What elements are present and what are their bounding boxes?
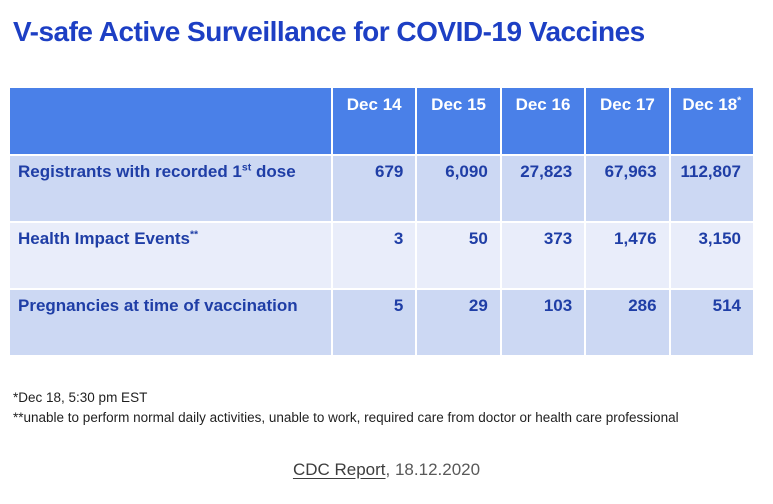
footnote-asterisk: *Dec 18, 5:30 pm EST [13, 390, 148, 405]
table-cell: 286 [586, 290, 669, 355]
footnote-marker: * [737, 94, 742, 107]
col-header-dec-16: Dec 16 [501, 88, 585, 154]
table-cell: 514 [670, 290, 753, 355]
table-cell: 373 [501, 223, 585, 288]
table-cell: 3,150 [670, 223, 753, 288]
table-cell: 112,807 [670, 156, 753, 221]
col-header-dec-14: Dec 14 [333, 88, 416, 154]
page-title: V-safe Active Surveillance for COVID-19 … [13, 16, 645, 47]
source-date: , 18.12.2020 [385, 460, 481, 479]
table-cell: 679 [333, 156, 416, 221]
col-header-dec-18: Dec 18* [670, 88, 753, 154]
table-cell: 6,090 [417, 156, 500, 221]
table-cell: 5 [333, 290, 416, 355]
table-cell: 1,476 [586, 223, 669, 288]
row-label-pregnancies: Pregnancies at time of vaccination [10, 290, 331, 355]
col-header-dec-17: Dec 17 [586, 88, 669, 154]
source-line: CDC Report, 18.12.2020 [0, 460, 773, 480]
table-cell: 29 [417, 290, 500, 355]
table-cell: 50 [417, 223, 500, 288]
row-label-registrants: Registrants with recorded 1st dose [10, 156, 331, 221]
table-cell: 27,823 [501, 156, 585, 221]
cdc-report-link[interactable]: CDC Report [292, 460, 386, 479]
table-cell: 3 [333, 223, 416, 288]
footnote-double-asterisk: **unable to perform normal daily activit… [13, 410, 679, 426]
surveillance-table: Dec 14 Dec 15 Dec 16 Dec 17 Dec 18* Regi… [10, 88, 753, 355]
table-cell: 103 [501, 290, 585, 355]
row-label-health-impact-events: Health Impact Events** [10, 223, 331, 288]
footnotes: *Dec 18, 5:30 pm EST **unable to perform… [13, 388, 679, 429]
table-cell: 67,963 [586, 156, 669, 221]
col-header-dec-15: Dec 15 [417, 88, 500, 154]
col-header-blank [10, 88, 331, 154]
